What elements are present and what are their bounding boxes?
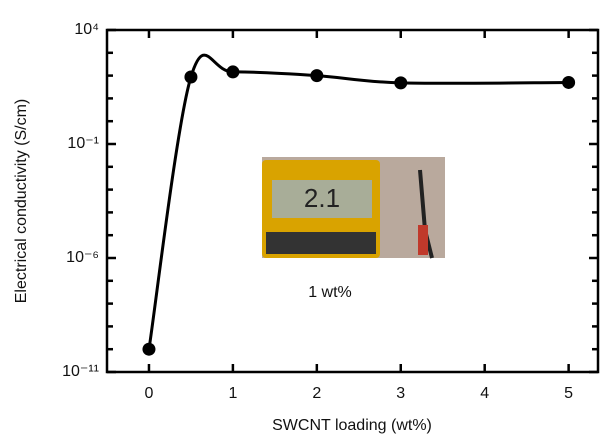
x-tick-label: 2: [312, 385, 321, 402]
fit-line: [147, 53, 569, 350]
x-tick-label: 4: [480, 385, 489, 402]
x-axis-label: SWCNT loading (wt%): [272, 417, 432, 434]
inset-caption: 1 wt%: [308, 284, 352, 301]
multimeter-display: [272, 180, 372, 218]
inset-photo: 2.1: [262, 157, 445, 259]
x-tick-label: 5: [564, 385, 573, 402]
y-tick-label: 10⁻¹¹: [62, 363, 99, 380]
y-tick-label: 10⁻⁶: [66, 249, 99, 266]
y-axis-label: Electrical conductivity (S/cm): [13, 99, 30, 304]
multimeter-buttons: [266, 232, 376, 254]
y-tick-label: 10⁴: [74, 21, 99, 38]
display-reading: 2.1: [304, 183, 340, 213]
data-point: [394, 76, 408, 90]
x-tick-label: 3: [396, 385, 405, 402]
plot-frame: [105, 28, 600, 374]
x-tick-label: 0: [145, 385, 154, 402]
data-point: [184, 70, 198, 84]
data-point: [226, 65, 240, 79]
data-point: [142, 342, 156, 356]
y-tick-label: 10⁻¹: [67, 135, 99, 152]
data-point: [562, 75, 576, 89]
data-point: [310, 69, 324, 83]
x-tick-label: 1: [228, 385, 237, 402]
probe-clip: [418, 225, 428, 255]
